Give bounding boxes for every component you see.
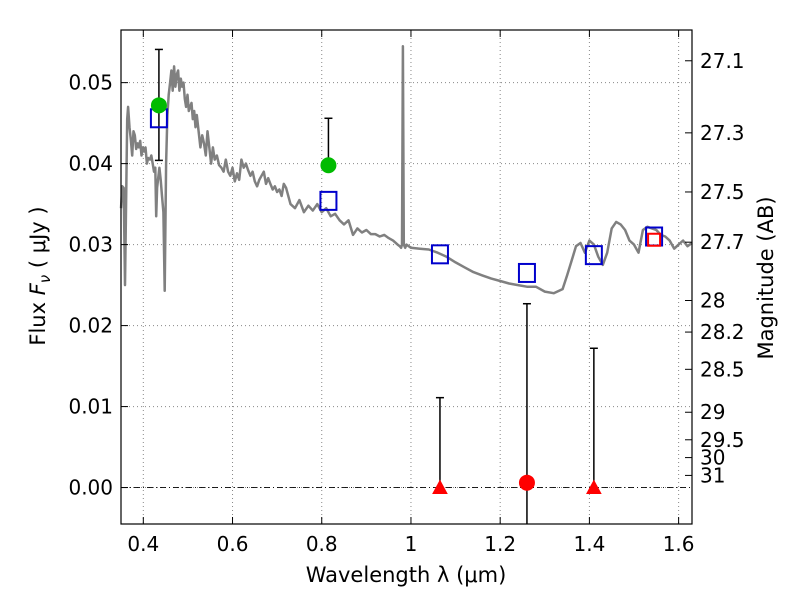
y2-tick-label: 29: [700, 400, 725, 424]
y-tick-label: 0.04: [68, 152, 113, 176]
x-ticks: 0.4 0.6 0.8 1 1.2 1.4 1.6: [127, 30, 695, 556]
x-tick-label: 0.8: [306, 532, 338, 556]
x-tick-label: 1: [405, 532, 418, 556]
y-tick-label: 0.02: [68, 314, 113, 338]
model-flux-square: [430, 244, 449, 265]
upper-limit-triangle: [432, 479, 448, 495]
red-open-square: [647, 232, 662, 247]
y2-tick-label: 29.5: [700, 428, 745, 452]
y2-tick-label: 27.5: [700, 180, 745, 204]
x-tick-label: 0.6: [217, 532, 249, 556]
y-axis-title-symbol: F: [26, 282, 50, 295]
x-tick-label: 1.6: [663, 532, 695, 556]
y-tick-label: 0.01: [68, 395, 113, 419]
y2-tick-label: 28: [700, 288, 725, 312]
x-tick-label: 1.4: [573, 532, 605, 556]
y-tick-label: 0.03: [68, 233, 113, 257]
y-tick-label: 0.00: [68, 476, 113, 500]
x-tick-label: 1.2: [484, 532, 516, 556]
upper-limit-triangle: [586, 479, 602, 495]
model-flux-square: [319, 190, 338, 211]
axes-frame: [120, 29, 693, 525]
y-axis-title-prefix: Flux: [26, 295, 50, 345]
x-axis-title: Wavelength λ (μm): [306, 563, 507, 587]
model-flux-square: [517, 262, 536, 283]
template-spectrum: [119, 44, 693, 295]
model-flux-square: [584, 245, 603, 266]
y2-axis-title: Magnitude (AB): [754, 196, 778, 359]
y2-tick-label: 28.2: [700, 320, 745, 344]
nondetection-point: [518, 474, 535, 491]
x-tick-label: 0.4: [127, 532, 159, 556]
detection-point: [320, 157, 337, 174]
y2-tick-label: 30: [700, 446, 725, 470]
y2-tick-label: 31: [700, 463, 725, 487]
y2-tick-label: 27.7: [700, 230, 745, 254]
y-axis-title-subscript: ν: [36, 275, 54, 283]
template-spectrum-line: [119, 44, 693, 295]
y-axis-title-unit: ( μJy ): [26, 206, 50, 274]
y-ticks: 0.00 0.01 0.02 0.03 0.04 0.05: [68, 71, 128, 500]
detection-point: [150, 97, 167, 114]
y2-tick-label: 27.1: [700, 49, 745, 73]
photometry-points: [149, 97, 664, 495]
gridlines: [121, 30, 692, 524]
y2-tick-label: 28.5: [700, 357, 745, 381]
y-axis-title: Flux Fν ( μJy ): [26, 206, 54, 345]
y-tick-label: 0.05: [68, 71, 113, 95]
y2-tick-label: 27.3: [700, 121, 745, 145]
plot-frame: [120, 29, 693, 525]
